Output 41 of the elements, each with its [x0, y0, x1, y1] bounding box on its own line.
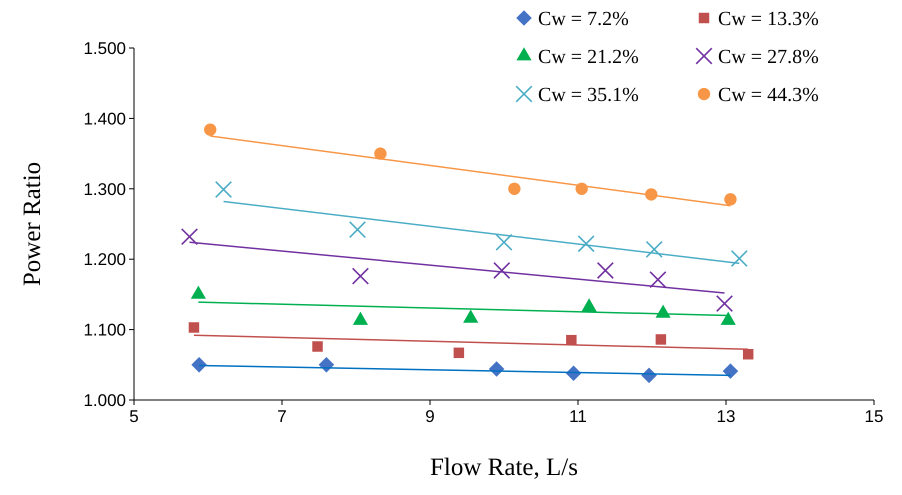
- point: [596, 262, 614, 280]
- y-tick-label: 1.300: [83, 180, 126, 199]
- legend-label: Cw = 7.2%: [538, 8, 629, 30]
- point: [454, 348, 464, 358]
- legend-label: Cw = 21.2%: [538, 46, 639, 68]
- y-tick-label: 1.400: [83, 109, 126, 128]
- point: [180, 228, 198, 246]
- y-tick-label: 1.000: [83, 390, 126, 410]
- y-axis-title: Power Ratio: [19, 162, 46, 286]
- point: [742, 348, 754, 360]
- point: [188, 322, 200, 333]
- point: [493, 262, 510, 280]
- x-tick-label: 13: [716, 407, 736, 426]
- x-tick-label: 15: [864, 407, 884, 426]
- legend-label: Cw = 27.8%: [718, 46, 819, 68]
- x-tick-label: 5: [129, 407, 139, 426]
- point: [716, 294, 734, 312]
- point: [649, 271, 667, 288]
- x-tick-label: 7: [277, 407, 287, 426]
- point: [646, 240, 663, 258]
- legend-label: Cw = 35.1%: [538, 84, 639, 106]
- point: [656, 334, 666, 345]
- legend-label: Cw = 13.3%: [718, 8, 819, 30]
- point: [352, 268, 370, 285]
- y-tick-label: 1.200: [83, 250, 126, 270]
- y-tick-label: 1.100: [83, 320, 126, 340]
- point: [348, 221, 366, 238]
- point: [204, 123, 216, 136]
- x-axis-title: Flow Rate, L/s: [430, 454, 578, 481]
- point: [312, 341, 323, 352]
- point: [508, 182, 521, 195]
- x-tick-label: 9: [425, 407, 435, 426]
- point: [495, 234, 513, 251]
- legend-label: Cw = 44.3%: [718, 84, 819, 106]
- x-tick-label: 11: [569, 407, 587, 426]
- point: [374, 147, 387, 160]
- point: [730, 250, 748, 268]
- point: [578, 235, 595, 252]
- point: [214, 180, 232, 198]
- point: [724, 193, 737, 206]
- y-tick-label: 1.500: [83, 38, 126, 58]
